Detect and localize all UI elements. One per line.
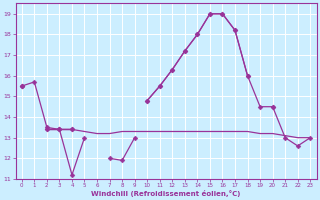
X-axis label: Windchill (Refroidissement éolien,°C): Windchill (Refroidissement éolien,°C) [91,190,241,197]
